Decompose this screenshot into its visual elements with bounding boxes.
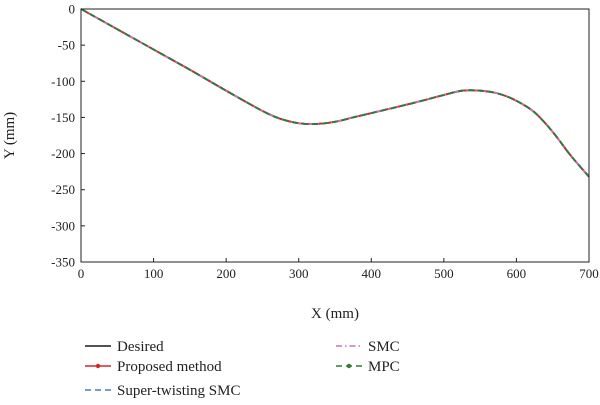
series-line-5 [80,8,590,178]
y-axis-title: Y (mm) [2,112,18,159]
y-tick-label: -100 [51,74,75,89]
x-tick-label: 200 [216,266,236,281]
x-tick-label: 400 [362,266,382,281]
plot-area [81,9,589,262]
legend-label: Proposed method [117,359,222,375]
axes-layer: 0 100 200 300 400 500 600 700 0 -50 -100 -150 -200 -2… [51,2,599,282]
x-tick-label: 0 [78,266,85,281]
y-tick-label: 0 [69,2,76,17]
legend-label: Super-twisting SMC [117,383,240,399]
series-layer [80,8,590,178]
legend: Desired Proposed method Super-twisting SMC… [85,339,400,399]
legend-label: SMC [368,339,400,355]
x-tick-label: 500 [434,266,454,281]
legend-label: Desired [117,339,164,355]
legend-marker [346,363,352,369]
legend-marker [95,363,101,369]
y-tick-label: -250 [51,182,75,197]
plot-background [81,9,589,262]
x-tick-label: 300 [289,266,309,281]
legend-label: MPC [368,359,400,375]
y-tick-label: -150 [51,110,75,125]
legend-item-4: SMC [336,339,400,355]
x-axis-title: X (mm) [311,306,359,322]
plot-frame [80,8,590,263]
y-tick-label: -350 [51,255,75,270]
x-tick-label: 600 [507,266,527,281]
y-tick-label: -200 [51,146,75,161]
x-tick-label: 100 [144,266,164,281]
legend-item-3: Super-twisting SMC [85,383,240,399]
legend-item-5: MPC [336,359,400,375]
y-tick-label: -50 [58,38,75,53]
legend-item-1: Desired [85,339,164,355]
legend-item-2: Proposed method [85,359,222,375]
y-tick-label: -300 [51,218,75,233]
x-tick-label: 700 [579,266,599,281]
